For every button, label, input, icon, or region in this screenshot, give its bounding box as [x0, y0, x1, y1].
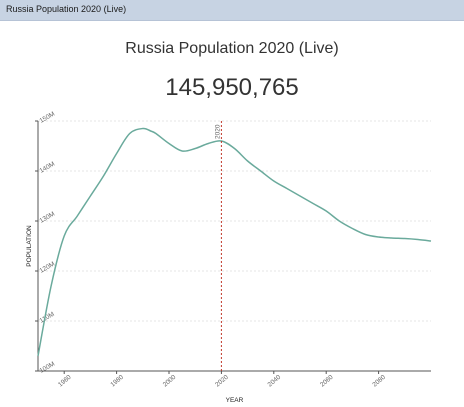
x-tick-label: 2040	[267, 374, 283, 389]
live-population-counter: 145,950,765	[165, 74, 299, 101]
y-axis-title: POPULATION	[26, 225, 33, 267]
y-tick-label: 150M	[39, 111, 57, 125]
x-tick-label: 1960	[57, 374, 73, 389]
y-tick-label: 130M	[39, 211, 57, 225]
x-tick-label: 2060	[319, 374, 335, 389]
x-tick-label: 2080	[371, 374, 387, 389]
x-axis-title: YEAR	[226, 397, 244, 404]
x-tick-label: 1980	[109, 374, 125, 389]
x-tick-label: 2020	[214, 374, 230, 389]
chart-title: Russia Population 2020 (Live)	[125, 40, 339, 57]
y-tick-label: 100M	[39, 361, 57, 375]
y-tick-label: 110M	[39, 311, 56, 325]
current-year-label: 2020	[214, 124, 221, 139]
y-tick-label: 140M	[39, 161, 57, 175]
x-tick-label: 2000	[162, 374, 178, 389]
header-title: Russia Population 2020 (Live)	[6, 4, 127, 14]
header-bar: Russia Population 2020 (Live)	[0, 0, 464, 21]
population-series-line	[37, 127, 432, 357]
